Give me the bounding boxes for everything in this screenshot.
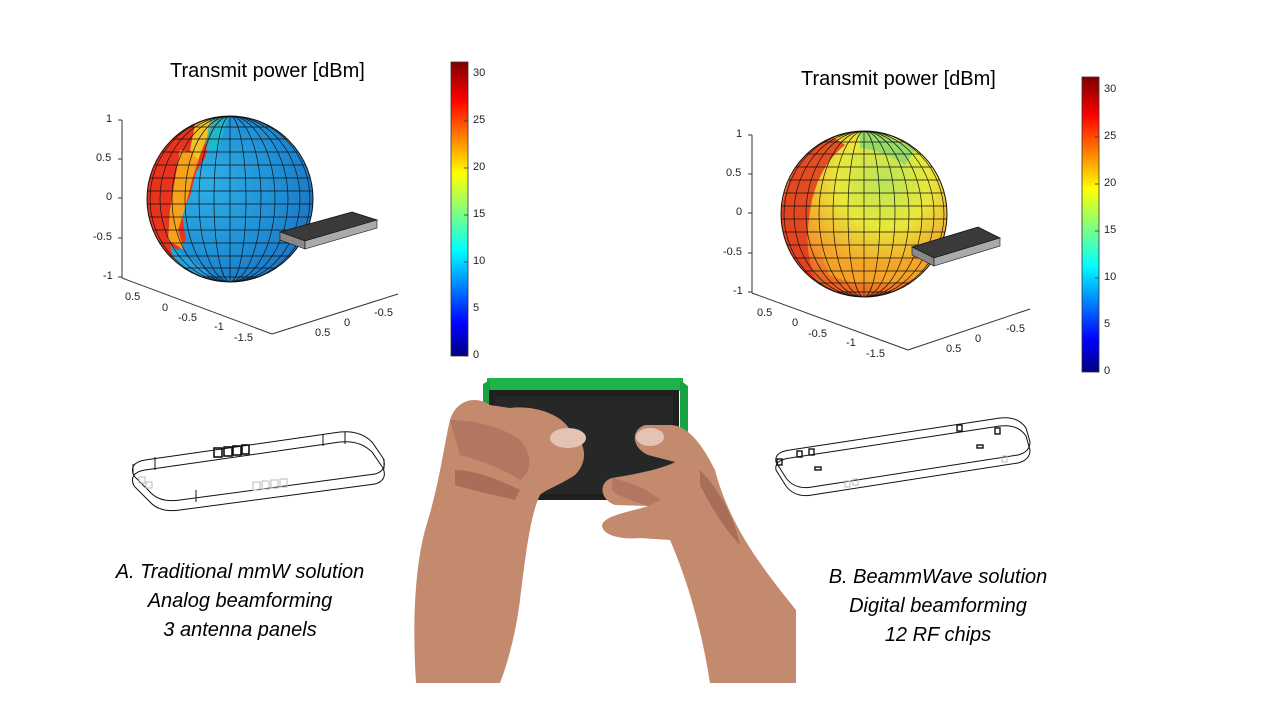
- panel-b-z-tick: 1: [736, 128, 743, 140]
- panel-a-colorbar-tick: 10: [473, 255, 486, 267]
- antenna-panel-top: [213, 444, 250, 458]
- caption-line: A. Traditional mmW solution: [115, 561, 365, 583]
- panel-b-caption: B. BeammWave solution Digital beamformin…: [770, 563, 1106, 650]
- antenna-panel-side: [138, 476, 153, 489]
- panel-a-z-tick: 0: [106, 191, 113, 203]
- panel-a-caption: A. Traditional mmW solution Analog beamf…: [70, 558, 410, 645]
- panel-a-y-tick: 0: [162, 302, 169, 314]
- caption-line: Analog beamforming: [147, 590, 333, 612]
- panel-b-colorbar-tick: 10: [1104, 271, 1117, 283]
- panel-a-colorbar-tick: 15: [473, 208, 486, 220]
- panel-a-x-tick: -0.5: [374, 307, 393, 319]
- panel-a-x-tick: 0: [344, 317, 351, 329]
- panel-b-plot-title: Transmit power [dBm]: [801, 68, 996, 90]
- panel-b-colorbar-tick: 0: [1104, 365, 1111, 377]
- panel-b-z-tick: 0.5: [726, 167, 742, 179]
- panel-a-colorbar-tick: 20: [473, 161, 486, 173]
- panel-b-x-tick: 0.5: [946, 343, 962, 355]
- panel-b-z-tick: -0.5: [723, 246, 742, 258]
- panel-b-y-tick: -1.5: [866, 348, 885, 360]
- panel-a-z-tick: -1: [103, 270, 113, 282]
- panel-a-y-tick: -0.5: [178, 312, 197, 324]
- caption-line: 12 RF chips: [884, 624, 992, 646]
- panel-b-z-tick: 0: [736, 206, 743, 218]
- panel-b-colorbar-tick: 5: [1104, 318, 1111, 330]
- panel-b-z-tick: -1: [733, 285, 743, 297]
- panel-a-y-tick: 0.5: [125, 291, 141, 303]
- panel-b-colorbar-tick: 30: [1104, 83, 1117, 95]
- panel-a-phone-model: [278, 211, 379, 250]
- panel-b-colorbar-tick: 20: [1104, 177, 1117, 189]
- panel-a-colorbar-tick: 5: [473, 302, 480, 314]
- panel-a-plot-title: Transmit power [dBm]: [170, 60, 365, 82]
- caption-line: Digital beamforming: [849, 595, 1027, 617]
- panel-b-colorbar-tick: 15: [1104, 224, 1117, 236]
- panel-a-colorbar-tick: 30: [473, 67, 486, 79]
- panel-b-y-tick: -0.5: [808, 328, 827, 340]
- antenna-panel-bottom: [252, 478, 288, 491]
- rf-chip-markers: [776, 424, 1001, 471]
- panel-b-phone-model: [910, 226, 1002, 267]
- panel-b-x-tick: -0.5: [1006, 323, 1025, 335]
- panel-b-x-tick: 0: [975, 333, 982, 345]
- panel-a-z-tick: -0.5: [93, 231, 112, 243]
- panel-b-y-tick: -1: [846, 337, 856, 349]
- panel-a-colorbar-tick: 25: [473, 114, 486, 126]
- panel-b-y-tick: 0: [792, 317, 799, 329]
- rf-chip-markers-hidden: [844, 455, 1008, 488]
- panel-b-colorbar-tick: 25: [1104, 130, 1117, 142]
- panel-b-y-tick: 0.5: [757, 307, 773, 319]
- caption-line: B. BeammWave solution: [828, 566, 1048, 588]
- caption-line: 3 antenna panels: [163, 619, 317, 641]
- panel-a-y-tick: -1: [214, 321, 224, 333]
- panel-a-y-tick: -1.5: [234, 332, 253, 344]
- panel-a-x-tick: 0.5: [315, 327, 331, 339]
- panel-a-z-tick: 0.5: [96, 152, 112, 164]
- panel-a-z-tick: 1: [106, 113, 113, 125]
- panel-a-colorbar-tick: 0: [473, 349, 480, 361]
